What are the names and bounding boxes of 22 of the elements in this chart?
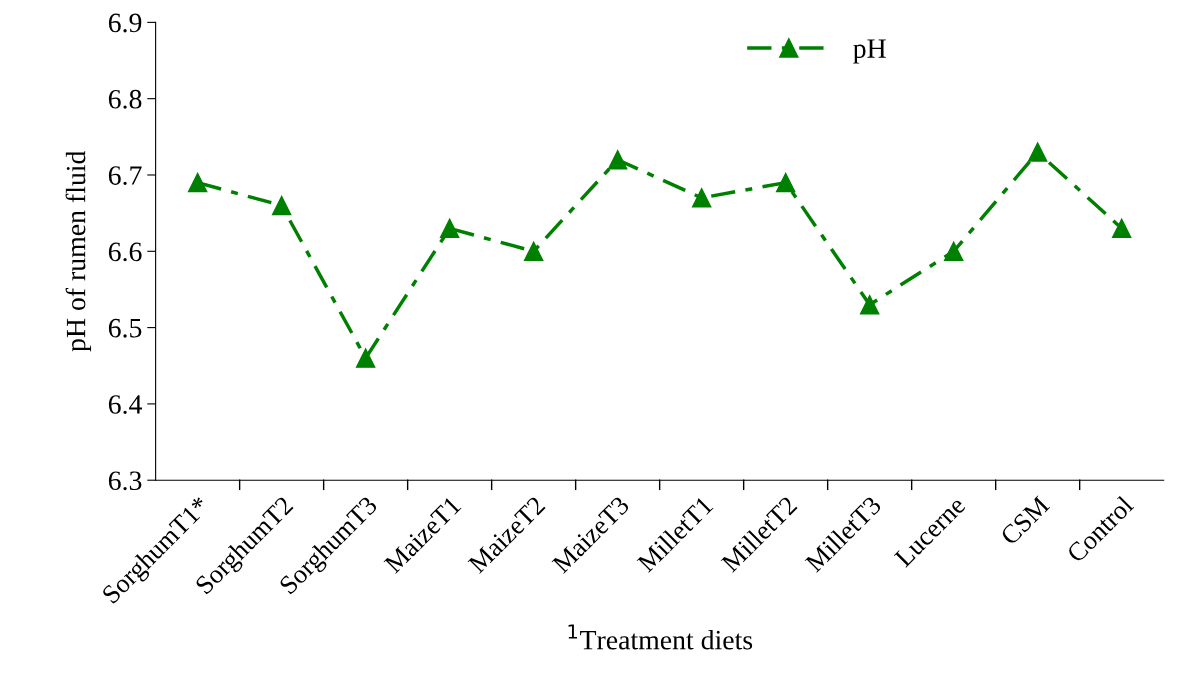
legend-label: pH (853, 39, 886, 64)
point (691, 188, 712, 208)
point (439, 218, 460, 239)
y-tick-label: 6.8 (108, 89, 142, 109)
y-tick-label: 6.9 (108, 13, 142, 33)
y-tick-label: 6.6 (108, 242, 142, 262)
point (943, 241, 964, 262)
point (1111, 218, 1132, 239)
point (859, 294, 880, 315)
y-tick-label: 6.7 (108, 166, 142, 186)
point (607, 149, 628, 170)
y-axis-title: pH of rumen fluid (65, 150, 92, 352)
point (355, 348, 376, 368)
point (271, 195, 292, 216)
y-tick-label: 6.4 (108, 395, 142, 414)
point (1027, 142, 1048, 162)
x-axis-title: $^{1}$Treatment diets (568, 624, 753, 650)
point (523, 241, 544, 262)
point (187, 172, 208, 193)
y-tick-label: 6.3 (108, 471, 142, 491)
point (775, 172, 796, 193)
y-tick-label: 6.5 (108, 318, 142, 338)
